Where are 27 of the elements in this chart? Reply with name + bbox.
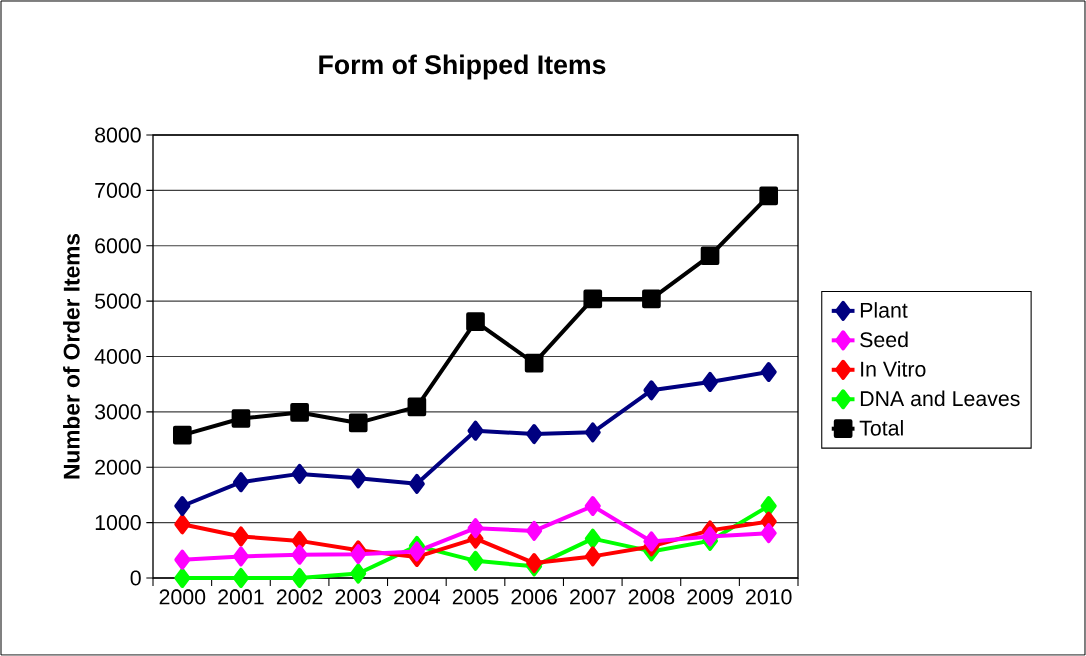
legend-label: Plant [860,302,908,318]
x-tick-label: 2000 [159,589,206,605]
x-tick-label: 2004 [394,589,440,605]
legend-label: Total [859,419,903,436]
x-tick-label: 2005 [452,589,499,605]
y-tick-label: 8000 [95,127,141,143]
legend-label: In Vitro [861,361,926,377]
x-tick-label: 2007 [570,589,616,605]
y-tick-label: 6000 [95,238,141,254]
y-tick-label: 5000 [95,293,141,309]
y-tick-label: 3000 [94,404,141,420]
x-tick-label: 2001 [218,589,264,605]
legend-label: Seed [860,331,908,348]
x-tick-label: 2010 [746,589,792,605]
y-tick-label: 1000 [95,515,141,531]
chart-title: Form of Shipped Items [319,54,606,80]
x-tick-label: 2006 [511,589,557,605]
legend-label: DNA and Leaves [860,390,1020,407]
y-tick-label: 4000 [94,348,141,365]
y-tick-label: 2000 [95,459,141,475]
y-tick-label: 7000 [95,182,141,198]
x-tick-label: 2003 [335,589,381,605]
x-tick-label: 2002 [276,589,323,605]
y-axis-title: Number of Order Items [63,234,80,479]
x-tick-label: 2009 [687,589,733,605]
y-tick-label: 0 [130,570,141,586]
x-tick-label: 2008 [628,589,675,605]
